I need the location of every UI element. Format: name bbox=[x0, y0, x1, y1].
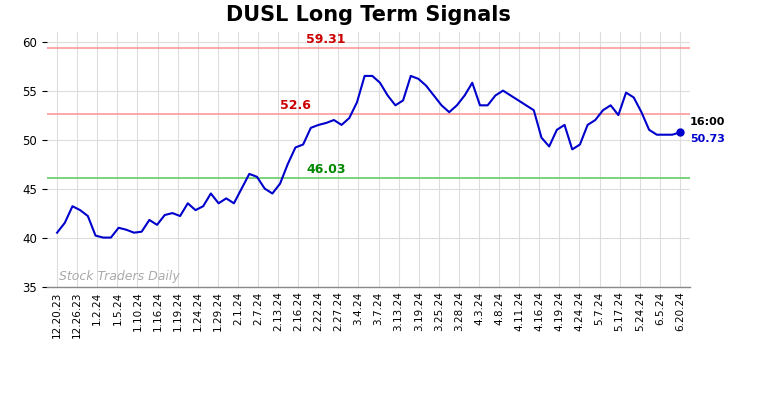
Title: DUSL Long Term Signals: DUSL Long Term Signals bbox=[226, 5, 511, 25]
Text: Stock Traders Daily: Stock Traders Daily bbox=[59, 269, 180, 283]
Text: 50.73: 50.73 bbox=[690, 135, 724, 144]
Text: 52.6: 52.6 bbox=[280, 99, 311, 112]
Text: 46.03: 46.03 bbox=[307, 163, 346, 176]
Text: 59.31: 59.31 bbox=[307, 33, 346, 46]
Text: 16:00: 16:00 bbox=[690, 117, 725, 127]
